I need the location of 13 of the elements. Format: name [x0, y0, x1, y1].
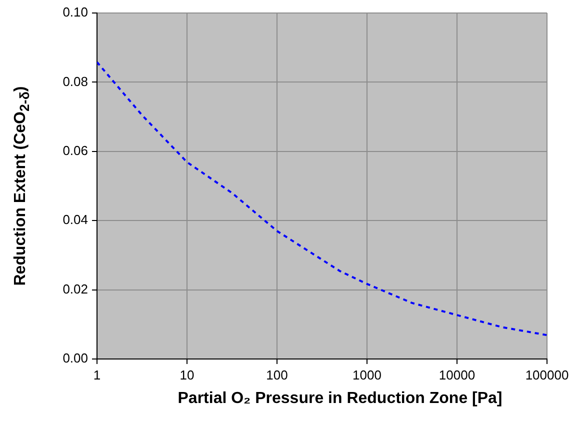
y-tick-label: 0.02 [62, 281, 88, 296]
x-tick-label: 1 [93, 367, 101, 382]
x-tick-label: 100000 [525, 367, 569, 382]
x-tick-label: 1000 [352, 367, 382, 382]
x-tick-label: 100 [266, 367, 288, 382]
x-tick-label: 10000 [438, 367, 476, 382]
y-tick-label: 0.08 [62, 74, 88, 89]
y-tick-label: 0.06 [62, 142, 88, 158]
x-axis-title: Partial O₂ Pressure in Reduction Zone [Pa] [178, 390, 502, 408]
y-tick-label: 0.04 [62, 212, 88, 228]
x-tick-label: 10 [180, 367, 194, 382]
y-tick-label: 0.00 [62, 350, 88, 366]
y-tick-label: 0.10 [62, 4, 88, 20]
